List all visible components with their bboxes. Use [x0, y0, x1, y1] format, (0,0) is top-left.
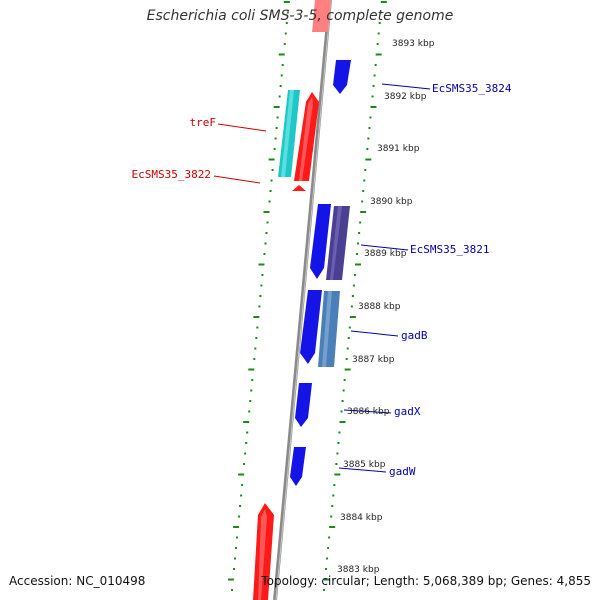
- gene-highlight: [330, 206, 342, 280]
- kbp-labels: 3893 kbp 3892 kbp 3891 kbp 3890 kbp 3889…: [337, 39, 435, 575]
- kbp-label: 3885 kbp: [343, 460, 386, 470]
- label-connector: [217, 123, 267, 132]
- gene-arrow-down[interactable]: [310, 204, 331, 279]
- kbp-label: 3892 kbp: [384, 92, 427, 102]
- gene-label-treF[interactable]: treF: [190, 116, 217, 129]
- gene-feature-trefp[interactable]: [278, 90, 300, 177]
- label-connector: [360, 244, 409, 251]
- kbp-label: 3891 kbp: [377, 144, 420, 154]
- gene-feature-blue-1[interactable]: [310, 204, 331, 279]
- kbp-label: 3890 kbp: [370, 197, 413, 207]
- gene-label-gadB[interactable]: gadB: [401, 329, 428, 342]
- gene-feature-blue-2[interactable]: [300, 290, 322, 364]
- gene-feature-red-arrow[interactable]: [294, 92, 319, 181]
- map-title: Escherichia coli SMS-3-5, complete genom…: [146, 8, 454, 24]
- gene-highlight: [281, 90, 294, 177]
- kbp-label: 3883 kbp: [337, 565, 380, 575]
- gene-feature-gadX[interactable]: [295, 383, 312, 427]
- gene-label-EcSMS35_3821[interactable]: EcSMS35_3821: [410, 243, 489, 256]
- genome-backbone-highlight: [275, 0, 332, 600]
- label-connector: [381, 83, 431, 90]
- gene-feature-EcSMS35_3822[interactable]: [292, 185, 306, 191]
- kbp-label: 3884 kbp: [340, 513, 383, 523]
- gene-arrow-down[interactable]: [300, 290, 322, 364]
- genome-summary-text: Topology: circular; Length: 5,068,389 bp…: [261, 574, 591, 588]
- gene-highlight: [322, 291, 332, 367]
- label-connector: [350, 330, 399, 337]
- kbp-label: 3889 kbp: [364, 249, 407, 259]
- gene-feature-EcSMS35_3824[interactable]: [333, 60, 351, 94]
- kbp-label: 3886 kbp: [347, 407, 390, 417]
- gene-label-gadW[interactable]: gadW: [389, 465, 416, 478]
- label-connector: [213, 175, 261, 184]
- kbp-label: 3888 kbp: [358, 302, 401, 312]
- label-connector: [343, 409, 392, 414]
- kbp-label: 3887 kbp: [352, 355, 395, 365]
- gene-label-gadX[interactable]: gadX: [394, 405, 421, 418]
- gene-highlight: [299, 97, 313, 181]
- gene-feature-gadW[interactable]: [290, 447, 306, 486]
- kbp-label: 3893 kbp: [392, 39, 435, 49]
- genome-backbone: [273, 0, 332, 600]
- gene-label-EcSMS35_3824[interactable]: EcSMS35_3824: [432, 82, 512, 95]
- gene-label-EcSMS35_3822[interactable]: EcSMS35_3822: [132, 168, 211, 181]
- label-connector: [338, 467, 387, 473]
- gene-highlight: [258, 509, 267, 600]
- accession-text: Accession: NC_010498: [9, 574, 146, 588]
- gene-feature-red-bottom[interactable]: [253, 503, 274, 600]
- tick-layer: [227, 1, 387, 591]
- gene-feature[interactable]: [312, 0, 331, 32]
